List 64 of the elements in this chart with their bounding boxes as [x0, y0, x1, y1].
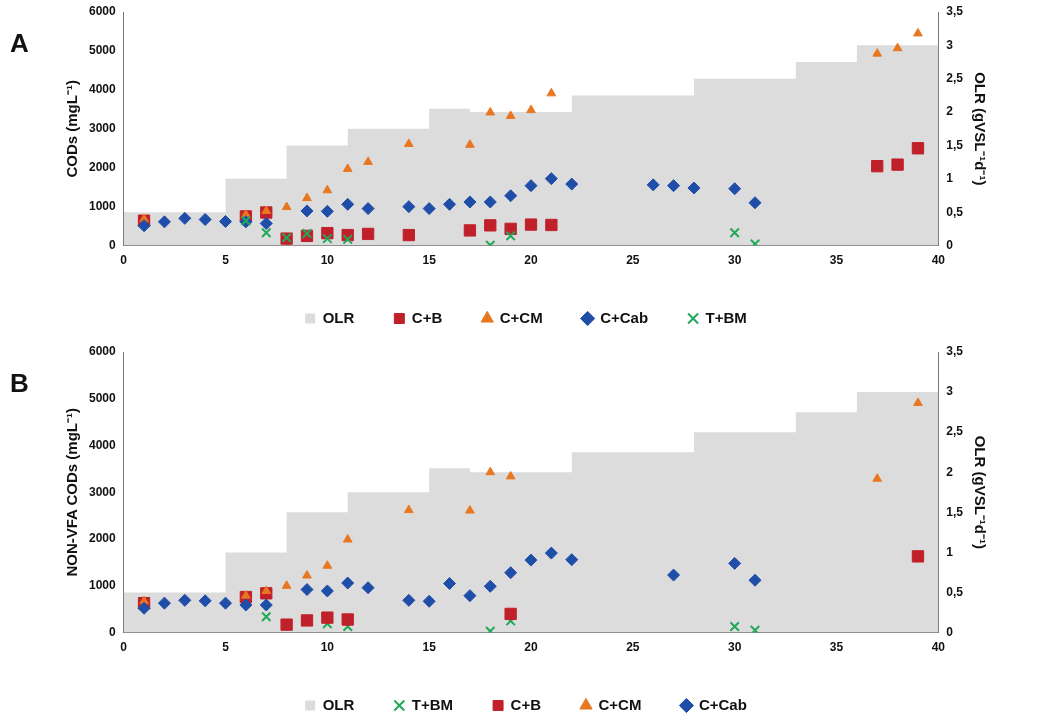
- y-tick-label: 2000: [88, 531, 117, 546]
- y2-tick-label: 3: [946, 37, 954, 52]
- y-tick-label: 5000: [88, 391, 117, 406]
- x-tick-label: 15: [422, 640, 437, 655]
- legend-label: C+Cab: [698, 695, 747, 713]
- y-tick-label: 2000: [88, 160, 117, 175]
- legend-label: C+Cab: [600, 308, 649, 326]
- x-tick-label: 10: [320, 640, 335, 655]
- y2-axis-title: OLR (gVSL⁻¹d⁻¹): [971, 72, 989, 186]
- y2-tick-label: 0: [946, 624, 954, 639]
- y2-tick-label: 3,5: [946, 4, 964, 19]
- y-tick-label: 1000: [88, 578, 117, 593]
- y2-tick-label: 2: [946, 464, 954, 479]
- x-tick-label: 35: [829, 640, 844, 655]
- y-axis-title: CODs (mgL⁻¹): [63, 80, 81, 178]
- text: B: [10, 368, 29, 399]
- y-tick-label: 0: [109, 237, 117, 252]
- y-tick-label: 5000: [88, 43, 117, 58]
- y2-tick-label: 0,5: [946, 204, 964, 219]
- x-tick-label: 30: [727, 640, 742, 655]
- y-tick-label: 4000: [88, 82, 117, 97]
- y-tick-label: 6000: [88, 344, 117, 359]
- legend-label: C+CM: [598, 695, 642, 713]
- x-tick-label: 0: [120, 253, 128, 268]
- legend-label: OLR: [322, 308, 355, 326]
- x-tick-label: 25: [626, 640, 640, 655]
- x-tick-label: 5: [222, 253, 230, 268]
- y-tick-label: 4000: [88, 437, 117, 452]
- y-tick-label: 0: [109, 624, 117, 639]
- y2-tick-label: 3,5: [946, 344, 964, 359]
- legend-label: C+B: [411, 308, 443, 326]
- y2-tick-label: 0: [946, 237, 954, 252]
- text: A: [10, 28, 29, 59]
- y2-axis-title: OLR (gVSL⁻¹d⁻¹): [971, 435, 989, 549]
- x-tick-label: 10: [320, 253, 335, 268]
- legend-label: C+CM: [499, 308, 543, 326]
- y-tick-label: 6000: [88, 4, 117, 19]
- x-tick-label: 20: [524, 253, 538, 268]
- y2-tick-label: 3: [946, 384, 954, 399]
- y2-tick-label: 1,5: [946, 137, 964, 152]
- y2-tick-label: 1: [946, 544, 954, 559]
- x-tick-label: 20: [524, 640, 538, 655]
- x-tick-label: 40: [931, 640, 946, 655]
- y-axis-title: NON-VFA CODs (mgL⁻¹): [63, 408, 81, 577]
- y-tick-label: 3000: [88, 484, 117, 499]
- y-tick-label: 3000: [88, 121, 117, 136]
- legend-label: C+B: [510, 695, 542, 713]
- x-tick-label: 15: [422, 253, 437, 268]
- x-tick-label: 30: [727, 253, 742, 268]
- y2-tick-label: 2: [946, 104, 954, 119]
- y2-tick-label: 2,5: [946, 71, 964, 86]
- y-tick-label: 1000: [88, 198, 117, 213]
- legend-label: OLR: [322, 695, 355, 713]
- x-tick-label: 0: [120, 640, 128, 655]
- y2-tick-label: 1: [946, 171, 954, 186]
- x-tick-label: 5: [222, 640, 230, 655]
- legend-label: T+BM: [411, 695, 454, 713]
- y2-tick-label: 0,5: [946, 584, 964, 599]
- legend-label: T+BM: [705, 308, 747, 326]
- x-tick-label: 25: [626, 253, 640, 268]
- x-tick-label: 35: [829, 253, 844, 268]
- y2-tick-label: 1,5: [946, 504, 964, 519]
- y2-tick-label: 2,5: [946, 424, 964, 439]
- x-tick-label: 40: [931, 253, 946, 268]
